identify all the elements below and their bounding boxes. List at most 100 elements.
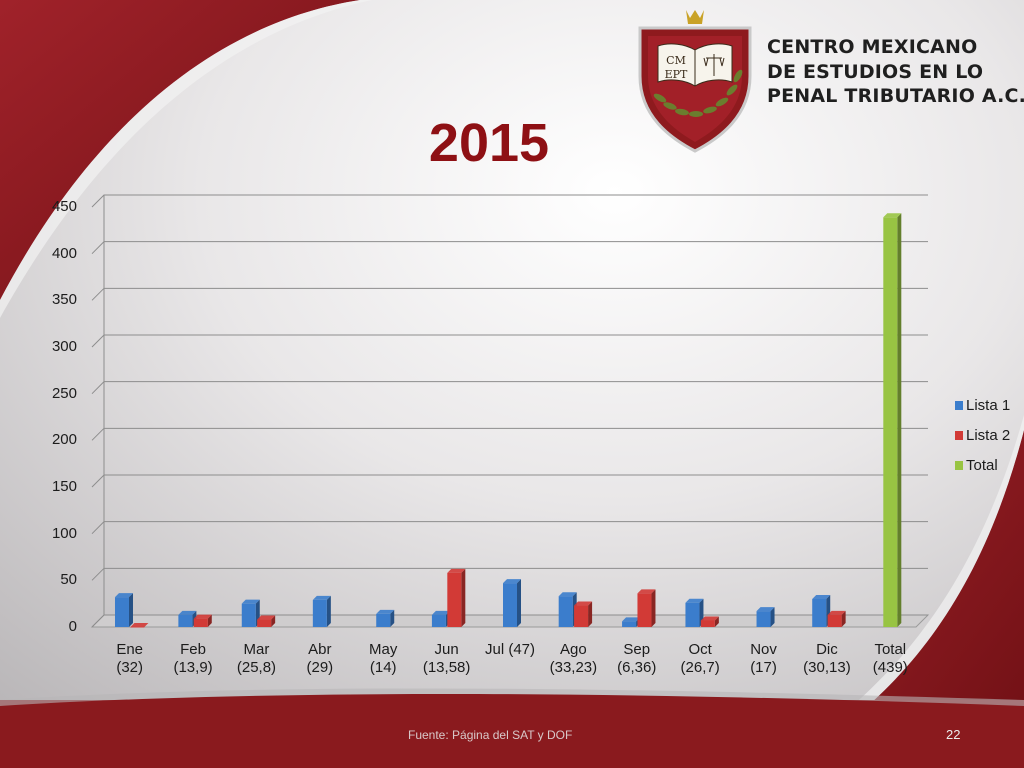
x-tick-category: Total [874,641,907,658]
x-tick-label: Jul (47) [473,641,547,659]
bar-lista-2-oct [700,616,719,627]
slide-title: 2015 [428,113,550,173]
x-tick-category: Ene [116,641,144,658]
x-tick-category: Dic [816,641,838,658]
legend-label: Lista 2 [966,427,1011,444]
bar-lista-1-may [376,609,395,627]
logo-initials-bottom: EPT [665,68,688,81]
x-tick-category: May [369,641,398,658]
crown-icon [686,10,704,24]
x-tick-label: Abr (29) [283,641,357,677]
x-tick-sublabel: (439) [872,659,908,676]
bar-lista-2-ene [130,623,149,628]
bar-lista-1-dic [812,595,831,627]
bar-lista-2-sep [637,589,656,627]
gridline [91,287,928,301]
org-name-line-2: DE ESTUDIOS EN LO [767,61,984,83]
bar-lista-1-jul [503,579,521,627]
bar-total-total [883,213,902,627]
x-tick-label: May (14) [346,641,420,677]
x-tick-label: Jun (13,58) [410,641,484,677]
x-tick-sublabel: (29) [306,659,334,676]
gridline [91,334,928,348]
legend-item: Total [955,457,998,474]
gridline [91,521,928,535]
legend-item: Lista 1 [955,397,1010,414]
y-tick-label: 150 [51,478,77,495]
page-number: 22 [946,727,961,742]
y-tick-label: 200 [51,431,77,449]
x-tick-sublabel: (30,13) [803,659,851,676]
x-tick-sublabel: (6,36) [617,659,657,676]
gridline [91,427,928,441]
y-tick-label: 250 [51,384,77,402]
bar-lista-1-sep [622,617,641,627]
x-tick-label: Feb (13,9) [156,641,230,677]
y-tick-label: 0 [68,618,77,635]
y-tick-label: 450 [51,198,77,215]
x-tick-sublabel: (33,23) [549,659,598,676]
gridline [91,381,928,395]
legend-label: Total [966,457,998,474]
y-tick-label: 350 [51,291,77,309]
y-tick-label: 50 [60,571,77,589]
corner-swoosh-top-left [0,0,360,300]
x-tick-label: Total (439) [853,641,927,677]
x-tick-category: Nov [750,641,777,658]
logo-initials-top: CM [666,54,686,67]
x-tick-category: Abr [308,641,332,658]
legend-item: Lista 2 [955,427,1010,444]
legend-swatch [955,431,963,440]
x-tick-label: Dic (30,13) [790,641,864,677]
org-name-line-3: PENAL TRIBUTARIO A.C. [767,85,1024,107]
x-tick-sublabel: (13,9) [173,659,213,676]
x-tick-category: Jul (47) [484,641,536,658]
y-tick-label: 300 [51,338,77,355]
bar-lista-1-jun [431,610,450,627]
x-tick-label: Nov (17) [727,641,801,677]
bar-lista-1-abr [312,595,331,627]
x-tick-label: Sep (6,36) [600,641,674,677]
x-tick-sublabel: (17) [750,659,777,676]
x-tick-category: Feb [180,641,206,658]
corner-swoosh-bottom-right [780,430,1024,768]
x-tick-category: Sep [623,641,651,658]
bar-lista-2-ago [574,601,593,627]
legend-label: Lista 1 [966,397,1011,414]
x-tick-sublabel: (25,8) [236,659,277,676]
y-tick-label: 100 [51,524,77,542]
bar-lista-2-mar [257,615,276,627]
cmept-logo: CM EPT [638,10,752,153]
legend-swatch [955,461,963,470]
bar-lista-1-ene [114,593,133,627]
x-tick-label: Ene (32) [93,641,167,677]
legend-swatch [955,401,963,410]
y-tick-label: 400 [51,244,77,262]
x-tick-sublabel: (26,7) [680,659,720,676]
bar-lista-2-dic [827,610,846,627]
x-tick-category: Mar [243,641,270,658]
x-tick-category: Jun [434,641,459,658]
scales-icon [703,54,725,76]
x-tick-sublabel: (13,58) [422,659,471,676]
laurel-icon [653,69,743,117]
bar-lista-1-feb [178,610,197,627]
x-tick-sublabel: (14) [369,659,397,676]
bar-lista-2-jun [447,568,466,627]
bar-lista-1-nov [756,607,775,627]
gridline [91,567,928,581]
plot-back-wall [104,195,928,615]
x-tick-label: Mar (25,8) [219,641,293,677]
x-tick-category: Ago [560,641,587,658]
bar-lista-2-feb [193,614,212,627]
gridline [91,474,928,488]
x-tick-label: Oct (26,7) [663,641,737,677]
gridline [91,241,928,255]
footer-source-text: Fuente: Página del SAT y DOF [408,728,573,742]
bar-lista-1-ago [558,592,577,627]
gridline [91,194,928,208]
org-name-line-1: CENTRO MEXICANO [767,36,978,58]
bar-lista-1-mar [241,599,260,627]
